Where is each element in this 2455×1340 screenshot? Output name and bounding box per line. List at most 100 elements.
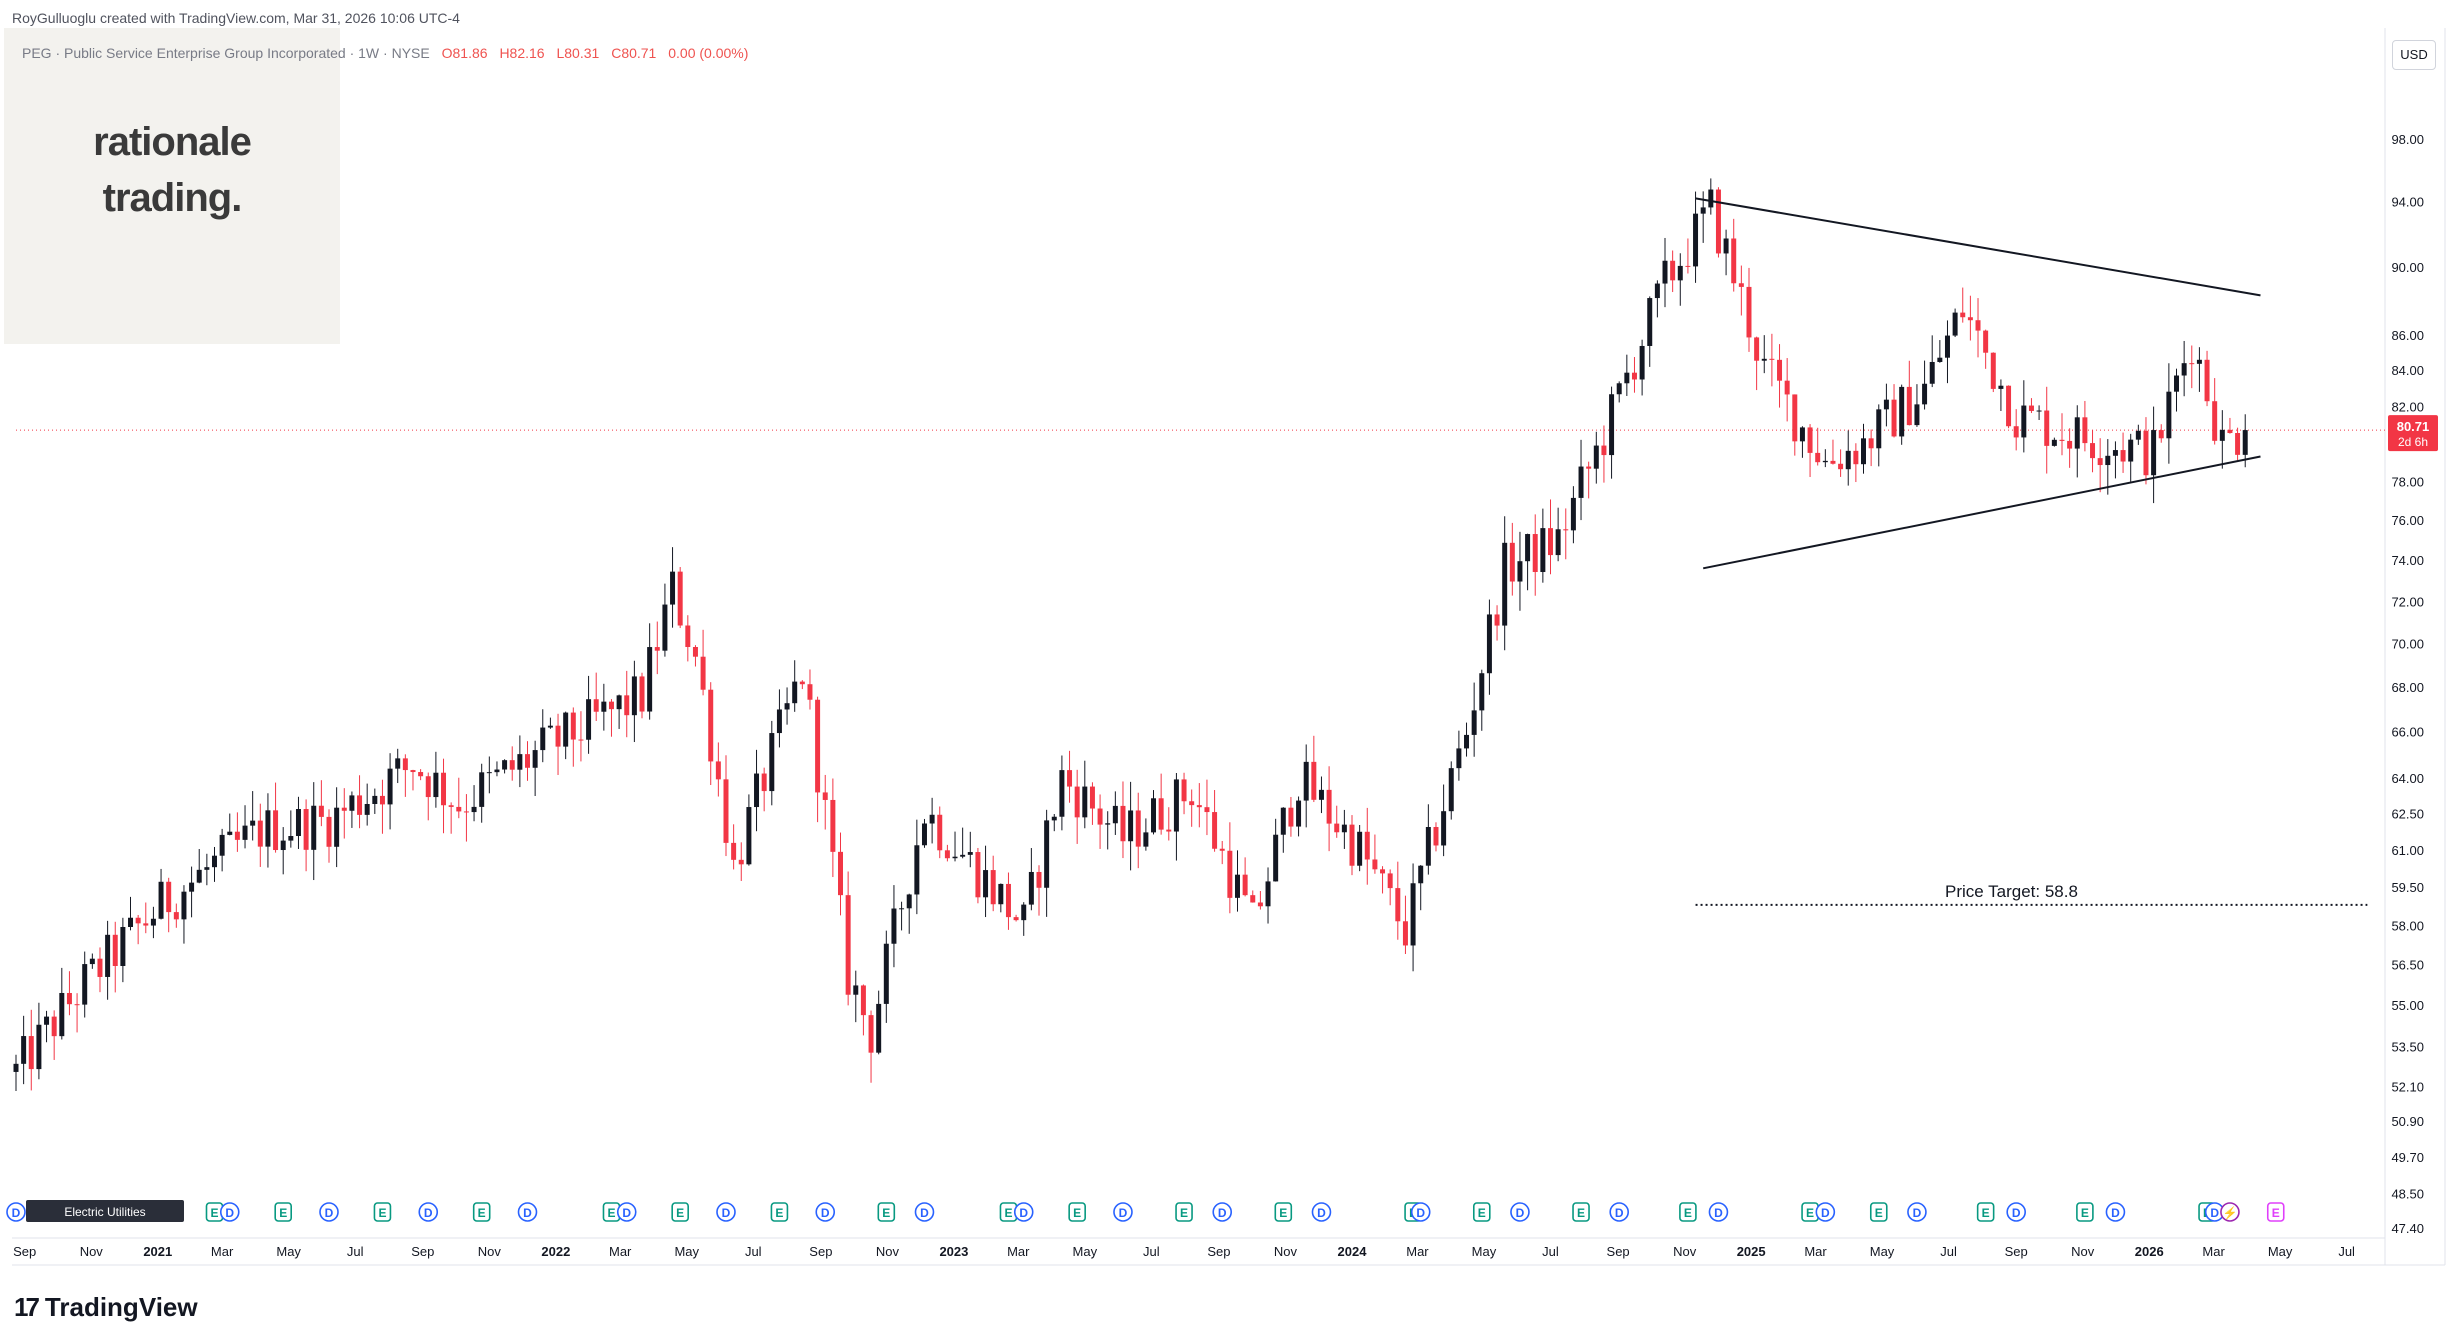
dividend-icon[interactable]: D bbox=[1907, 1202, 1927, 1222]
candle bbox=[494, 761, 500, 777]
dividend-icon[interactable]: D bbox=[219, 1202, 240, 1222]
candle bbox=[586, 675, 592, 754]
earnings-icon[interactable]: E bbox=[472, 1202, 491, 1222]
candle bbox=[1799, 426, 1805, 458]
dividend-icon[interactable]: D bbox=[517, 1202, 538, 1222]
symbol-legend[interactable]: PEG · Public Service Enterprise Group In… bbox=[22, 45, 748, 61]
candle bbox=[448, 802, 454, 834]
dividend-icon[interactable]: D bbox=[1609, 1202, 1630, 1222]
candle bbox=[2044, 386, 2050, 474]
earnings-icon[interactable]: E bbox=[1274, 1202, 1293, 1222]
dividend-icon[interactable]: D bbox=[319, 1202, 339, 1222]
candle bbox=[28, 1009, 34, 1091]
ohlc-close: C80.71 bbox=[611, 45, 657, 61]
candle-body bbox=[1471, 710, 1477, 735]
candle-body bbox=[2212, 401, 2218, 441]
currency-selector[interactable]: USD bbox=[2392, 40, 2436, 70]
earnings-icon[interactable]: E bbox=[999, 1202, 1018, 1222]
dividend-icon[interactable]: D bbox=[914, 1202, 935, 1222]
earnings-icon[interactable]: E bbox=[205, 1202, 224, 1222]
tradingview-brand[interactable]: 17 TradingView bbox=[14, 1292, 198, 1323]
candle bbox=[525, 741, 530, 781]
dividend-icon[interactable]: D bbox=[113, 1202, 133, 1222]
dividend-icon[interactable]: D bbox=[2105, 1202, 2126, 1222]
candle bbox=[128, 896, 134, 931]
split-icon[interactable]: ⚡ bbox=[2220, 1202, 2240, 1222]
dividend-icon[interactable]: D bbox=[1510, 1202, 1530, 1222]
dividend-icon[interactable]: D bbox=[616, 1202, 637, 1222]
candle bbox=[1570, 486, 1576, 544]
candle bbox=[219, 828, 225, 872]
candle-body bbox=[2135, 430, 2141, 440]
earnings-icon[interactable]: E bbox=[1679, 1202, 1697, 1222]
candle-body bbox=[1899, 386, 1905, 437]
dividend-icon[interactable]: D bbox=[1410, 1202, 1431, 1222]
earnings-icon[interactable]: E bbox=[1572, 1202, 1590, 1222]
candle bbox=[295, 796, 301, 849]
candle-body bbox=[1944, 335, 1950, 358]
candle bbox=[1914, 384, 1920, 427]
earnings-icon[interactable]: E bbox=[1869, 1202, 1888, 1222]
candle bbox=[1067, 750, 1073, 803]
earnings-icon[interactable]: E bbox=[1472, 1202, 1491, 1222]
dividend-icon[interactable]: D bbox=[1311, 1202, 1332, 1222]
candle bbox=[1044, 809, 1050, 917]
candle bbox=[1693, 191, 1699, 283]
candle bbox=[1265, 867, 1271, 924]
x-tick-label: 2022 bbox=[541, 1244, 570, 1259]
dividend-icon[interactable]: D bbox=[418, 1202, 439, 1222]
dividend-icon[interactable]: D bbox=[2006, 1202, 2026, 1222]
dividend-icon[interactable]: D bbox=[1708, 1202, 1729, 1222]
candle bbox=[265, 793, 271, 868]
candle-body bbox=[44, 1016, 50, 1025]
earnings-icon[interactable]: E bbox=[1976, 1202, 1995, 1222]
dividend-icon[interactable]: D bbox=[1013, 1202, 1034, 1222]
candle bbox=[838, 832, 844, 916]
candle-body bbox=[1555, 529, 1561, 556]
earnings-icon[interactable]: E bbox=[2076, 1202, 2094, 1222]
candle-body bbox=[929, 814, 935, 824]
candle-body bbox=[983, 870, 989, 898]
dividend-icon[interactable]: D bbox=[1212, 1202, 1233, 1222]
dividend-icon[interactable]: D bbox=[1113, 1202, 1133, 1222]
dividend-icon[interactable]: D bbox=[1815, 1202, 1836, 1222]
candle bbox=[433, 751, 439, 808]
earnings-icon[interactable]: E bbox=[877, 1202, 896, 1222]
earnings-icon[interactable]: E bbox=[1175, 1202, 1193, 1222]
dividend-icon[interactable]: D bbox=[815, 1202, 836, 1222]
candle-body bbox=[1685, 265, 1691, 267]
earnings-icon[interactable]: E bbox=[373, 1202, 392, 1222]
candle-body bbox=[601, 701, 607, 712]
y-tick-label: 58.00 bbox=[2391, 918, 2424, 933]
candle bbox=[685, 615, 691, 662]
candle-body bbox=[2044, 410, 2050, 446]
candle bbox=[2174, 368, 2180, 412]
earnings-icon[interactable]: E bbox=[1068, 1202, 1086, 1222]
triangle-trendline[interactable] bbox=[1695, 197, 2261, 297]
candle-body bbox=[647, 647, 653, 712]
candle-body bbox=[1334, 823, 1340, 833]
dividend-icon[interactable]: D bbox=[2204, 1202, 2225, 1222]
candle-body bbox=[1288, 807, 1294, 827]
earnings-icon[interactable]: E bbox=[2198, 1202, 2216, 1222]
candle bbox=[1960, 287, 1966, 323]
triangle-trendline[interactable] bbox=[1702, 455, 2261, 570]
earnings-icon[interactable]: E bbox=[1404, 1202, 1422, 1222]
earnings-icon[interactable]: E bbox=[770, 1202, 789, 1222]
y-tick-label: 64.00 bbox=[2391, 771, 2424, 786]
dividend-icon[interactable]: D bbox=[716, 1202, 736, 1222]
dividend-icon[interactable]: D bbox=[6, 1202, 26, 1222]
earnings-icon[interactable]: E bbox=[671, 1202, 689, 1222]
candle-body bbox=[616, 695, 622, 710]
earnings-icon[interactable]: E bbox=[274, 1202, 293, 1222]
candle bbox=[2028, 398, 2034, 414]
candle bbox=[563, 711, 569, 760]
earnings-icon[interactable]: E bbox=[2266, 1202, 2285, 1222]
candle bbox=[410, 769, 416, 791]
candle bbox=[1143, 818, 1149, 851]
earnings-icon[interactable]: E bbox=[1801, 1202, 1819, 1222]
earnings-icon[interactable]: E bbox=[602, 1202, 621, 1222]
earnings-icon[interactable]: E bbox=[60, 1202, 79, 1222]
candle-body bbox=[1525, 534, 1531, 562]
